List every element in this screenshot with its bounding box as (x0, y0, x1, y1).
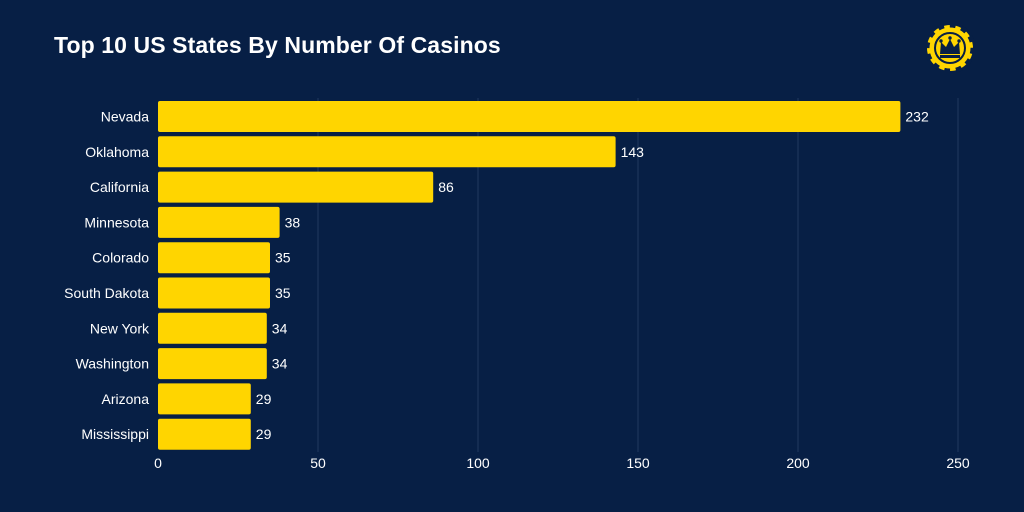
bar (158, 348, 267, 380)
bar (158, 277, 270, 309)
x-tick-label: 0 (154, 455, 162, 471)
chart-title: Top 10 US States By Number Of Casinos (54, 32, 501, 58)
x-tick-label: 200 (786, 455, 810, 471)
value-label: 34 (272, 320, 288, 336)
x-tick-label: 50 (310, 455, 326, 471)
bar (158, 206, 280, 238)
bar (158, 101, 901, 132)
category-label: California (90, 179, 149, 195)
x-tick-label: 150 (626, 455, 650, 471)
bar (158, 312, 267, 344)
value-label: 29 (256, 426, 272, 442)
category-label: Washington (76, 356, 149, 372)
bar (158, 136, 616, 168)
category-label: Mississippi (81, 426, 149, 442)
category-label: Colorado (92, 250, 149, 266)
category-label: Minnesota (84, 214, 149, 230)
category-label: Arizona (102, 391, 150, 407)
category-label: South Dakota (64, 285, 149, 301)
category-label: New York (90, 320, 150, 336)
value-label: 232 (905, 109, 929, 125)
bar (158, 242, 270, 274)
bar (158, 418, 251, 450)
value-label: 29 (256, 391, 272, 407)
value-label: 34 (272, 356, 288, 372)
x-tick-label: 100 (466, 455, 490, 471)
bar (158, 383, 251, 415)
value-label: 35 (275, 285, 291, 301)
category-label: Oklahoma (85, 144, 149, 160)
crown-chip-icon (926, 24, 974, 72)
value-label: 143 (621, 144, 645, 160)
value-label: 35 (275, 250, 291, 266)
bar (158, 171, 434, 203)
category-label: Nevada (101, 109, 149, 125)
value-label: 86 (438, 179, 454, 195)
x-tick-label: 250 (946, 455, 970, 471)
value-label: 38 (285, 214, 301, 230)
